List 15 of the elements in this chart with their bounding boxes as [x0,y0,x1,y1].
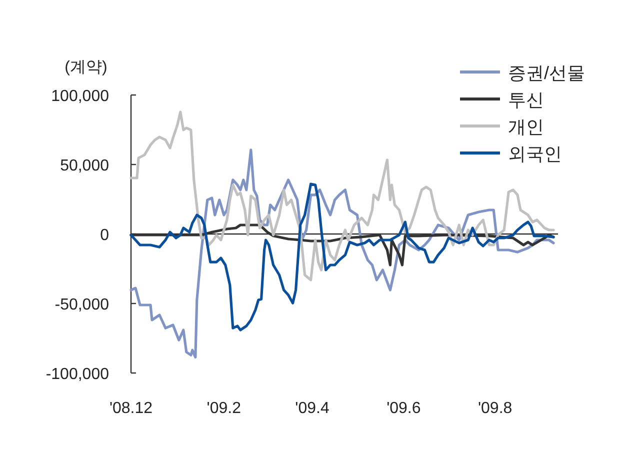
y-tick-label: 50,000 [60,158,110,174]
legend-label: 외국인 [508,144,562,164]
x-tick-label: '09.8 [478,400,512,417]
y-tick-label: 100,000 [51,88,110,105]
y-tick-label: 0 [100,227,110,244]
y-tick-label: -50,000 [54,296,110,314]
legend-label: 투신 [508,90,544,110]
x-tick-label: '09.6 [386,400,421,417]
legend-label: 개인 [508,117,544,137]
x-tick-label: '09.4 [295,400,330,417]
y-axis-title: (계약) [64,59,108,76]
legend-label: 증권/선물 [508,63,586,83]
y-tick-label: -100,000 [46,366,110,383]
x-tick-label: '09.2 [206,400,242,417]
x-tick-label: '08.12 [109,400,153,417]
